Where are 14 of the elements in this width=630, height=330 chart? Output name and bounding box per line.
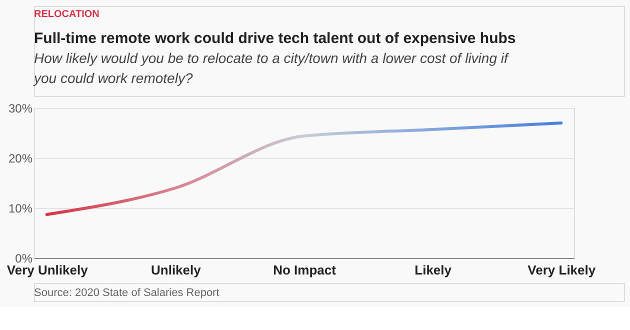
y-tick-label: 10% [8, 202, 33, 216]
line-series [45, 122, 563, 216]
y-tick-label: 30% [8, 102, 33, 116]
text: RELOCATION [34, 9, 100, 20]
chart-subtitle: How likely would you be to relocate to a city/town with a lower cost of living if you could work remotely? [33, 50, 510, 86]
chart-title: Full-time remote work could drive tech talent out of expensive hubs [34, 30, 516, 47]
x-tick-label: No Impact [273, 262, 337, 278]
x-tick-label: Very Likely [528, 262, 596, 278]
y-tick-label: 20% [8, 152, 33, 166]
x-tick-label: Likely [414, 262, 452, 278]
x-tick-label: Unlikely [151, 262, 202, 278]
x-tick-label: Very Unlikely [6, 262, 89, 278]
source-note: Source: 2020 State of Salaries Report [34, 287, 220, 299]
y-tick-label: 0% [15, 252, 33, 266]
